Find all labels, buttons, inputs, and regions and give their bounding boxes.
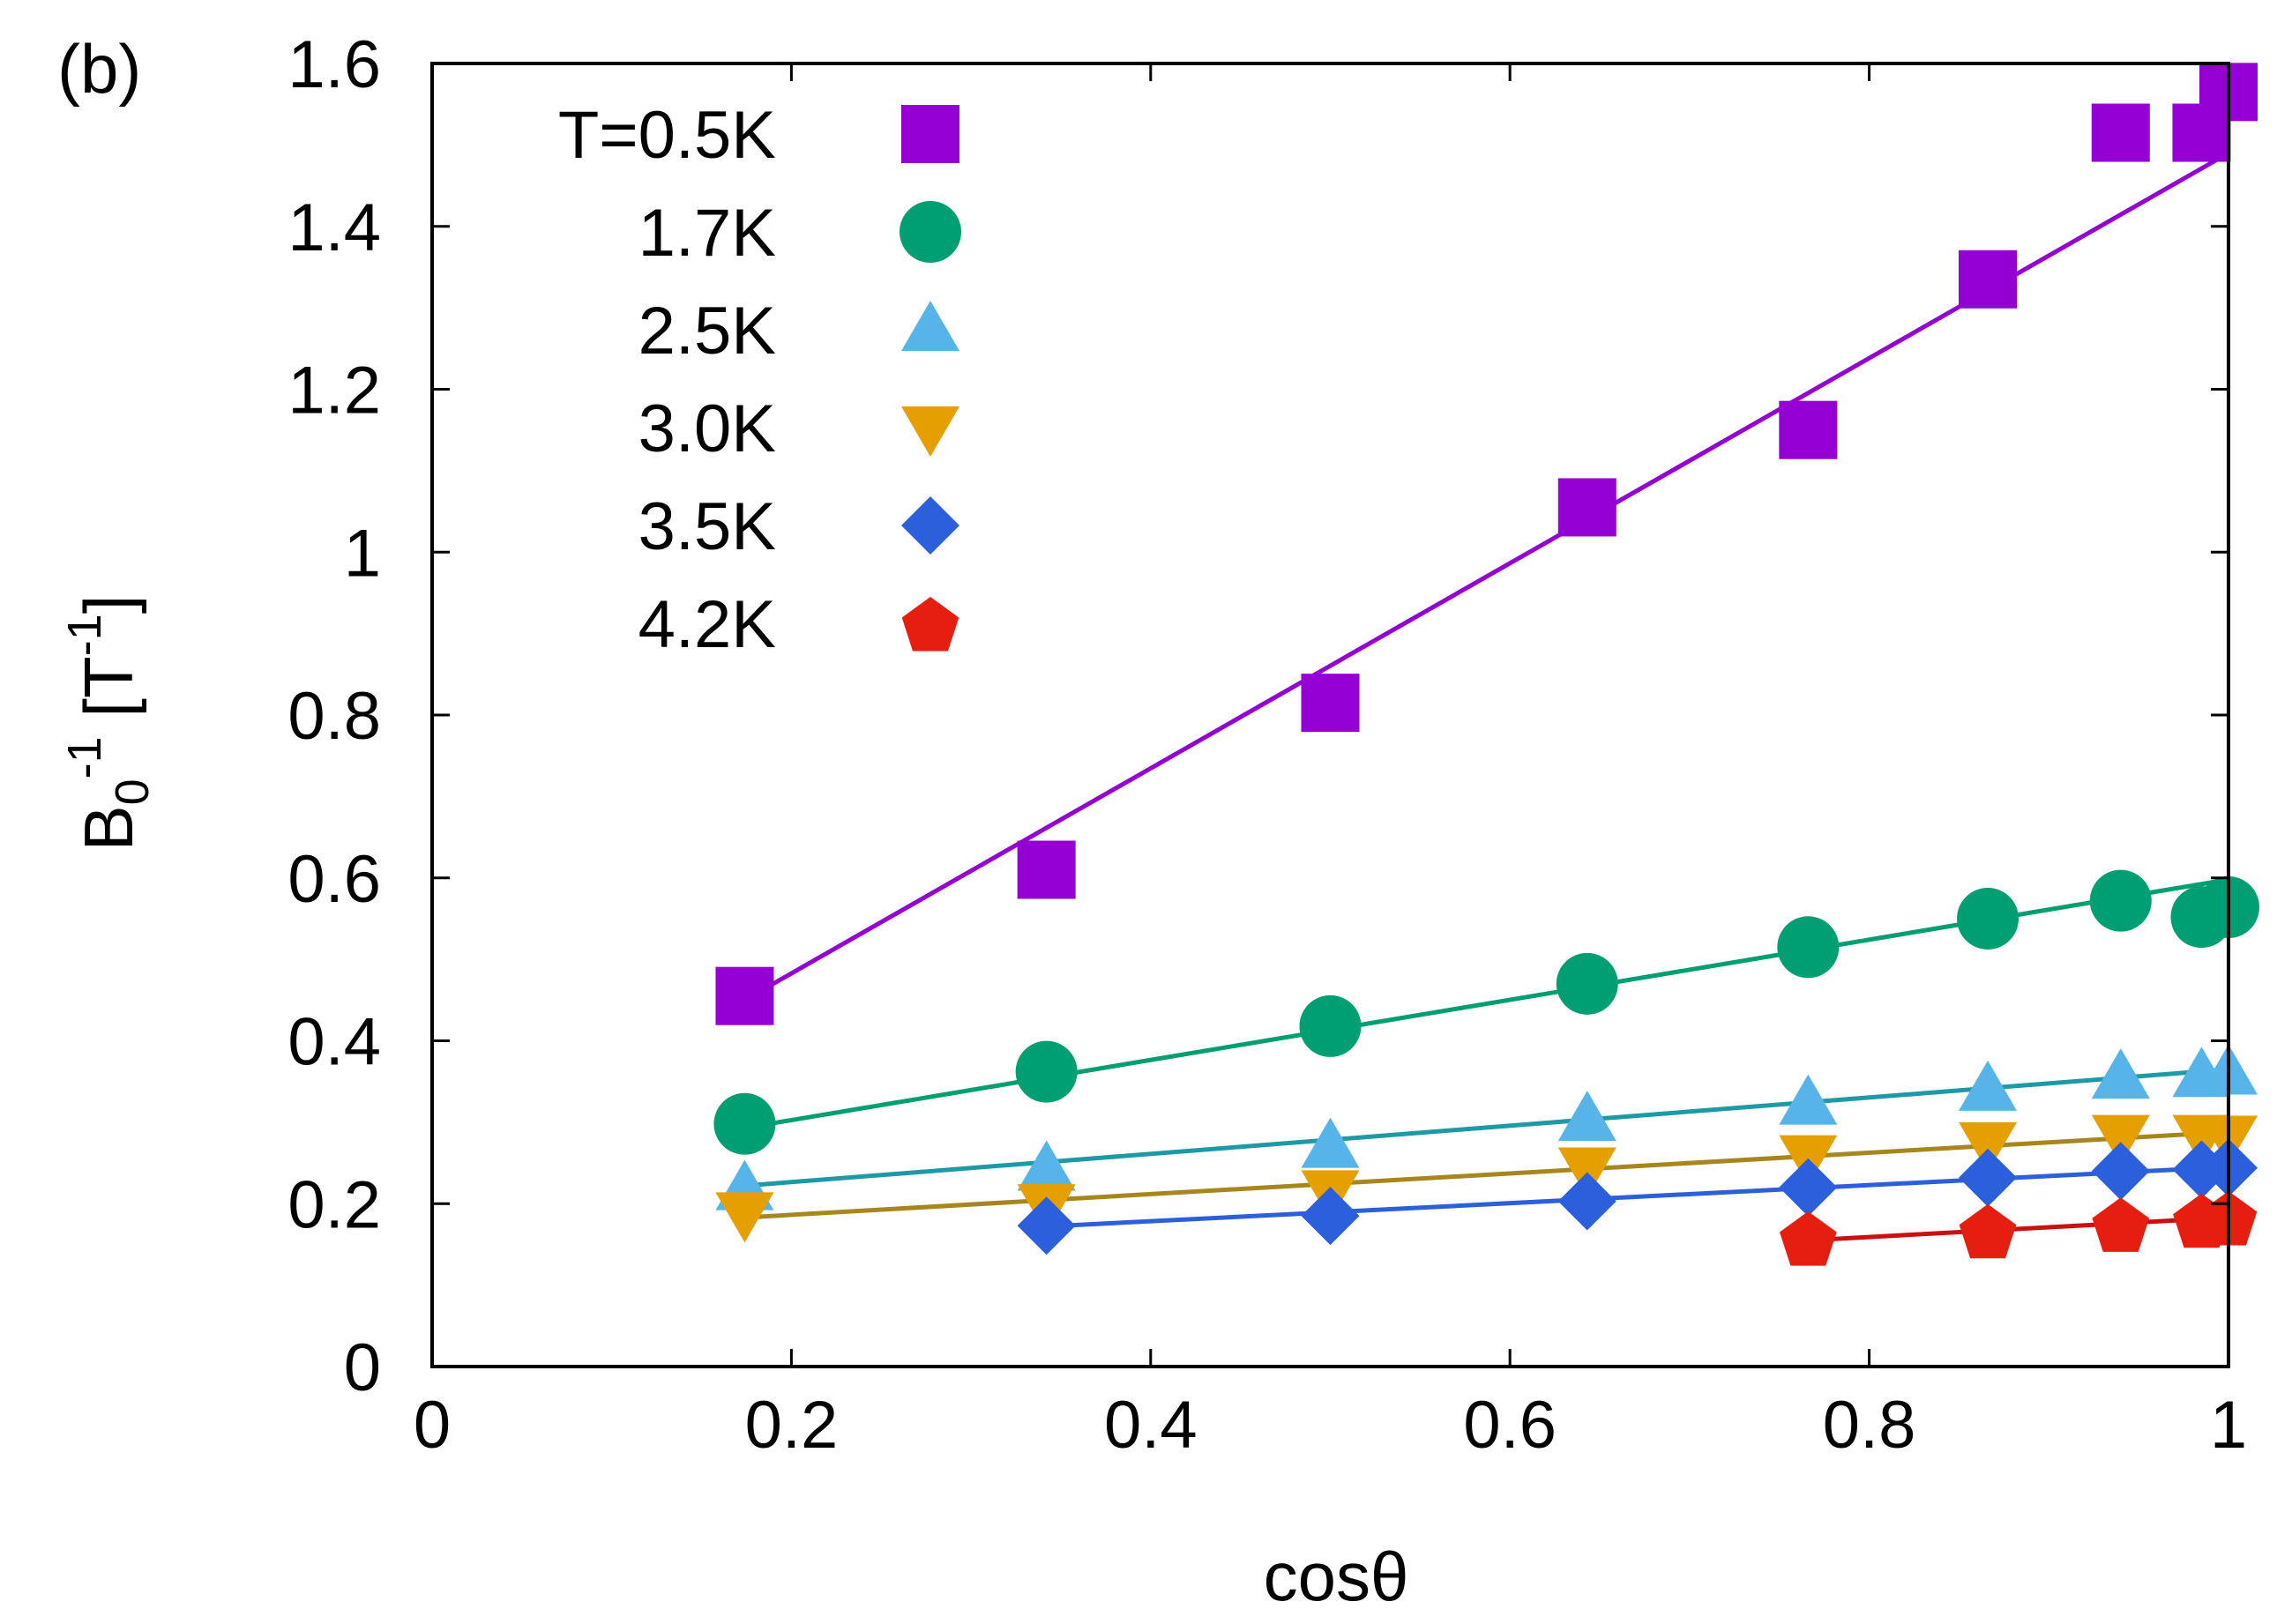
legend-marker-series-5 (901, 597, 959, 652)
y-tick-label: 0.4 (287, 1005, 381, 1080)
legend-label-series-3: 3.0K (638, 391, 776, 466)
y-axis-label: B0-1 [T-1] (58, 595, 159, 852)
marker-series-1-point-3 (1556, 952, 1618, 1015)
marker-series-4-point-2 (1557, 1172, 1616, 1231)
marker-series-0-point-1 (1017, 840, 1076, 899)
y-tick-label: 1.6 (287, 27, 381, 102)
legend-label-series-2: 2.5K (638, 294, 776, 369)
marker-series-2-point-1 (1017, 1140, 1076, 1191)
x-tick-label: 0 (414, 1388, 451, 1463)
legend-label-series-1: 1.7K (638, 196, 776, 271)
y-axis-label-sub: 0 (106, 778, 159, 805)
marker-series-2-point-4 (1779, 1074, 1838, 1125)
fit-line-series-5 (1808, 1215, 2229, 1243)
y-axis-label-sup: -1 (58, 736, 111, 778)
marker-series-1-point-1 (1015, 1040, 1078, 1103)
marker-series-1-point-2 (1299, 995, 1362, 1057)
y-axis-label-unit-sup: -1 (58, 614, 111, 656)
legend: T=0.5K 1.7K 2.5K 3.0K 3.5K 4.2K (558, 98, 961, 662)
y-axis-label-unit-open: [T (70, 656, 147, 736)
legend-marker-series-0 (901, 105, 959, 163)
marker-series-5-point-0 (1780, 1211, 1837, 1266)
marker-series-3-point-5 (1959, 1121, 2018, 1173)
marker-series-3-point-0 (715, 1192, 774, 1243)
panel-label: (b) (57, 30, 141, 108)
y-tick-label: 1.4 (287, 190, 381, 265)
y-axis-label-base: B (70, 805, 147, 851)
marker-series-1-point-4 (1777, 916, 1840, 979)
axes: 0 0.2 0.4 0.6 0.8 1 0 0.2 0.4 0.6 0.8 1 1.2 1.4 1.6 (287, 27, 2247, 1463)
x-tick-label: 1 (2210, 1388, 2247, 1463)
marker-series-0-point-6 (2091, 103, 2150, 162)
legend-label-series-4: 3.5K (638, 489, 776, 564)
y-axis-label-unit-close: ] (70, 595, 147, 615)
marker-series-4-point-5 (2091, 1142, 2150, 1201)
marker-series-4-point-3 (1779, 1158, 1838, 1217)
x-tick-label: 0.2 (745, 1388, 839, 1463)
fit-line-series-4 (1046, 1165, 2229, 1229)
x-tick-label: 0.4 (1104, 1388, 1198, 1463)
legend-marker-series-2 (901, 301, 959, 351)
marker-series-0-point-2 (1301, 674, 1360, 733)
marker-series-2-point-6 (2091, 1048, 2150, 1099)
legend-label-series-5: 4.2K (638, 587, 776, 662)
legend-marker-series-3 (901, 406, 959, 457)
marker-series-5-point-1 (1959, 1203, 2017, 1259)
y-tick-label: 0.2 (287, 1167, 381, 1242)
data-markers (713, 63, 2259, 1266)
x-tick-label: 0.6 (1463, 1388, 1557, 1463)
y-tick-label: 1.2 (287, 354, 381, 428)
y-tick-label: 0 (344, 1330, 381, 1405)
marker-series-2-point-5 (1959, 1060, 2018, 1111)
legend-marker-series-1 (900, 201, 961, 263)
y-tick-label: 1 (344, 516, 381, 591)
marker-series-0-point-5 (1959, 250, 2018, 309)
x-tick-label: 0.8 (1823, 1388, 1916, 1463)
marker-series-2-point-3 (1557, 1091, 1616, 1142)
marker-series-1-point-0 (713, 1092, 776, 1155)
marker-series-3-point-6 (2091, 1114, 2150, 1166)
marker-series-0-point-0 (715, 966, 774, 1025)
marker-series-0-point-4 (1779, 400, 1838, 459)
marker-series-5-point-2 (2092, 1197, 2150, 1252)
marker-series-4-point-0 (1017, 1196, 1076, 1255)
legend-label-series-0: T=0.5K (558, 98, 776, 173)
marker-series-2-point-2 (1301, 1117, 1360, 1168)
y-tick-label: 0.8 (287, 679, 381, 754)
marker-series-4-point-4 (1959, 1148, 2018, 1207)
marker-series-4-point-1 (1301, 1187, 1360, 1246)
marker-series-1-point-5 (1957, 887, 2019, 950)
legend-marker-series-4 (901, 496, 959, 555)
y-tick-label: 0.6 (287, 842, 381, 917)
x-axis-label: cosθ (1264, 1538, 1409, 1615)
marker-series-1-point-6 (2089, 869, 2152, 932)
marker-series-0-point-3 (1557, 478, 1616, 537)
